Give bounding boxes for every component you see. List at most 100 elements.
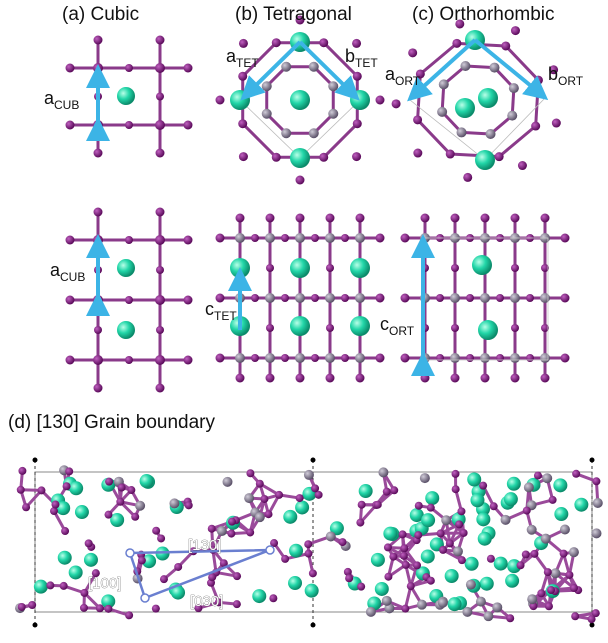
iodine-atom <box>125 611 134 620</box>
iodine-atom <box>450 213 460 223</box>
bond <box>322 122 359 159</box>
bond <box>498 124 537 158</box>
cation-atom <box>289 543 304 558</box>
iodine-atom <box>455 520 464 529</box>
iodine-atom <box>155 355 165 365</box>
iodine-atom <box>84 539 93 548</box>
iodine-atom <box>105 477 114 486</box>
iodine-atom <box>125 236 133 244</box>
iodine-atom <box>238 38 248 48</box>
iodine-atom <box>155 63 165 73</box>
metal-atom <box>244 493 255 504</box>
iodine-atom <box>233 572 242 581</box>
iodine-atom <box>311 484 320 493</box>
iodine-atom <box>541 264 549 272</box>
iodine-atom <box>522 506 531 515</box>
iodine-atom <box>125 296 133 304</box>
marker-dot <box>310 457 316 463</box>
iodine-atom <box>156 266 164 274</box>
metal-atom <box>355 353 365 363</box>
metal-atom <box>452 546 463 557</box>
iodine-atom <box>486 554 495 563</box>
iodine-atom <box>65 235 75 245</box>
metal-atom <box>480 353 490 363</box>
lattice-vectors <box>86 38 549 376</box>
metal-atom <box>510 293 520 303</box>
direction-label: [100] <box>88 575 121 592</box>
cation-atom <box>493 556 508 571</box>
iodine-atom <box>265 213 275 223</box>
iodine-atom <box>265 373 275 383</box>
iodine-atom <box>93 207 103 217</box>
iodine-atom <box>341 294 349 302</box>
metal-atom <box>295 353 305 363</box>
cation-atom <box>57 550 72 565</box>
metal-atom <box>441 515 452 526</box>
iodine-atom <box>489 502 498 511</box>
iodine-atom <box>208 573 217 582</box>
metal-atom <box>265 233 275 243</box>
metal-atom <box>510 353 520 363</box>
iodine-atom <box>326 264 334 272</box>
iodine-atom <box>28 601 37 610</box>
iodine-atom <box>93 63 103 73</box>
cation-atom <box>101 594 116 609</box>
iodine-atom <box>451 485 460 494</box>
iodine-atom <box>295 15 305 25</box>
cell-outline <box>409 39 546 161</box>
panel-label: (b) Tetragonal <box>235 4 352 25</box>
metal-atom <box>568 547 579 558</box>
iodine-atom <box>406 582 415 591</box>
iodine-atom <box>420 213 430 223</box>
cation-atom <box>503 492 518 507</box>
iodine-atom <box>325 373 335 383</box>
iodine-atom <box>463 172 473 182</box>
iodine-atom <box>537 589 546 598</box>
metal-atom <box>355 293 365 303</box>
iodine-atom <box>295 494 304 503</box>
iodine-atom <box>389 552 398 561</box>
metal-atom <box>540 533 551 544</box>
iodine-atom <box>352 119 362 129</box>
iodine-atom <box>352 38 362 48</box>
vector-label: cORT <box>380 314 415 338</box>
cation-atom <box>464 556 479 571</box>
iodine-atom <box>79 603 88 612</box>
iodine-atom <box>390 486 399 495</box>
iodine-atom <box>304 540 313 549</box>
iodine-atom <box>65 295 75 305</box>
metal-atom <box>419 473 430 484</box>
iodine-atom <box>501 41 511 51</box>
iodine-atom <box>174 562 183 571</box>
iodine-atom <box>451 264 459 272</box>
bond <box>419 42 458 76</box>
label-part: ORT <box>395 74 421 88</box>
metal-atom <box>483 611 494 622</box>
cation-atom <box>295 500 310 515</box>
iodine-atom <box>408 48 418 58</box>
iodine-atom <box>295 213 305 223</box>
iodine-atom <box>401 560 410 569</box>
iodine-atom <box>260 494 269 503</box>
iodine-atom <box>155 207 165 217</box>
cation-atom <box>304 583 319 598</box>
iodine-atom <box>183 295 193 305</box>
iodine-atom <box>565 570 574 579</box>
iodine-atom <box>91 569 100 578</box>
label-part: CUB <box>54 98 79 112</box>
vector-arrow <box>298 40 360 101</box>
iodine-atom <box>157 534 166 543</box>
metal-atom <box>281 61 292 72</box>
iodine-atom <box>65 467 74 476</box>
metal-atom <box>540 293 550 303</box>
iodine-atom <box>494 152 504 162</box>
iodine-atom <box>62 482 71 491</box>
iodine-atom <box>426 503 435 512</box>
iodine-atom <box>18 466 27 475</box>
metal-atom <box>222 476 233 487</box>
marker-dot <box>589 457 595 463</box>
iodine-atom <box>480 373 490 383</box>
iodine-atom <box>391 99 401 109</box>
iodine-atom <box>326 324 334 332</box>
